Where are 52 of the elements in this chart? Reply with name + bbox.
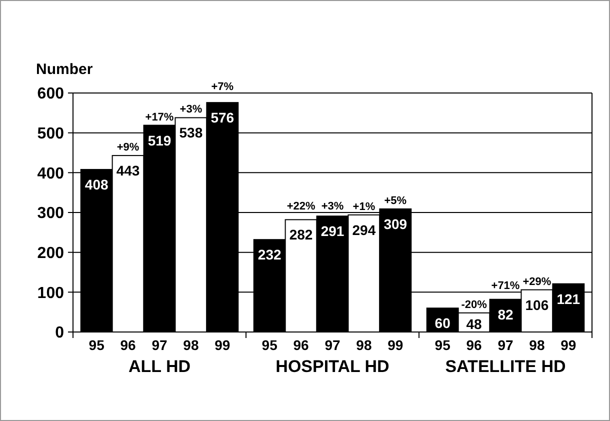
annotation: +1% bbox=[352, 200, 376, 213]
x-tick-label: 99 bbox=[214, 337, 230, 353]
x-tick-label: 99 bbox=[388, 337, 404, 353]
data-label: 60 bbox=[434, 315, 451, 332]
y-tick-label: 200 bbox=[37, 244, 64, 262]
y-tick-label: 500 bbox=[37, 125, 64, 142]
text: +7% bbox=[211, 81, 234, 93]
data-label: 282 bbox=[289, 226, 313, 243]
text: SATELLITE HD bbox=[445, 357, 566, 376]
x-tick-label: 95 bbox=[88, 337, 105, 353]
data-label: 82 bbox=[498, 306, 514, 322]
data-label: 291 bbox=[320, 223, 344, 240]
x-tick-label: 98 bbox=[356, 337, 372, 353]
annotation: +3% bbox=[180, 104, 202, 116]
x-tick-label: 95 bbox=[434, 337, 451, 353]
y-tick-label: 0 bbox=[55, 324, 64, 342]
annotation: +3% bbox=[321, 200, 344, 212]
x-tick-label: 95 bbox=[262, 337, 278, 353]
annotation: +9% bbox=[116, 142, 140, 154]
data-label: 232 bbox=[258, 246, 282, 263]
data-label: 408 bbox=[84, 176, 108, 192]
data-label: 121 bbox=[556, 290, 580, 307]
x-tick-label: 96 bbox=[293, 337, 310, 353]
x-tick-label: 97 bbox=[324, 337, 340, 353]
y-tick-label: 100 bbox=[37, 284, 64, 302]
annotation: +71% bbox=[491, 280, 520, 292]
x-tick-label: 97 bbox=[152, 337, 168, 353]
annotation: +5% bbox=[384, 194, 407, 207]
text: HOSPITAL HD bbox=[276, 357, 390, 376]
data-label: 106 bbox=[525, 296, 549, 313]
x-tick-label: 98 bbox=[529, 337, 545, 353]
data-label: 519 bbox=[148, 132, 172, 148]
y-tick-label: 300 bbox=[37, 205, 64, 222]
data-label: 48 bbox=[466, 316, 482, 332]
data-label: 443 bbox=[116, 162, 140, 179]
y-tick-label: 600 bbox=[37, 86, 64, 103]
x-tick-label: 96 bbox=[120, 337, 136, 353]
data-label: 576 bbox=[210, 110, 234, 126]
x-tick-label: 98 bbox=[183, 337, 199, 353]
annotation: +22% bbox=[286, 200, 316, 212]
x-tick-label: 96 bbox=[466, 337, 482, 353]
data-label: 538 bbox=[179, 124, 203, 141]
y-tick-label: 400 bbox=[37, 165, 64, 182]
text: ALL HD bbox=[128, 357, 191, 376]
data-label: 309 bbox=[384, 216, 408, 232]
x-tick-label: 97 bbox=[498, 337, 514, 353]
annotation: +29% bbox=[522, 276, 552, 288]
annotation: -20% bbox=[461, 298, 488, 311]
data-label: 294 bbox=[352, 222, 376, 238]
x-tick-label: 99 bbox=[560, 337, 576, 353]
y-axis-title: Number bbox=[36, 61, 93, 78]
annotation: +17% bbox=[145, 111, 174, 124]
